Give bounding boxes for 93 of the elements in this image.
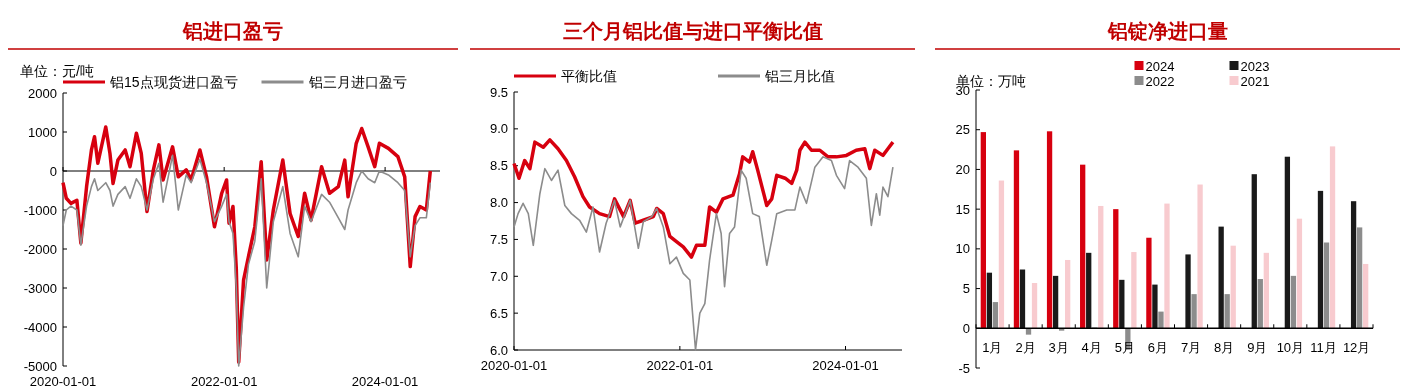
bar xyxy=(1224,294,1230,329)
y-tick-label: -4000 xyxy=(23,319,57,335)
bar xyxy=(1113,209,1119,329)
bar xyxy=(986,272,993,329)
legend-label: 2024 xyxy=(1145,58,1175,74)
x-tick-label: 6月 xyxy=(1147,340,1169,356)
x-tick-label: 2020-01-01 xyxy=(29,374,97,389)
y-tick-label: 0 xyxy=(49,163,57,179)
x-tick-label: 2022-01-01 xyxy=(646,358,714,373)
bar xyxy=(998,180,1005,329)
bar xyxy=(1119,279,1125,329)
bar xyxy=(1218,226,1224,329)
legend-label: 平衡比值 xyxy=(561,67,617,84)
y-tick-label: 20 xyxy=(955,161,970,177)
bar xyxy=(1046,131,1053,329)
bar xyxy=(1257,279,1263,329)
x-tick-label: 5月 xyxy=(1114,340,1135,356)
bar xyxy=(1350,201,1357,329)
x-tick-label: 2024-01-01 xyxy=(812,358,879,373)
x-tick-label: 12月 xyxy=(1342,340,1371,356)
y-tick-label: -5 xyxy=(958,360,970,376)
legend-label: 铝三月进口盈亏 xyxy=(307,73,407,90)
y-tick-label: 9.0 xyxy=(489,121,508,137)
x-tick-label: 9月 xyxy=(1247,340,1268,356)
bar xyxy=(1191,294,1197,329)
x-tick-label: 2022-01-01 xyxy=(190,374,258,389)
x-tick-label: 3月 xyxy=(1048,340,1069,356)
legend-label: 铝15点现货进口盈亏 xyxy=(109,73,238,90)
line-series xyxy=(513,156,894,351)
y-tick-label: 8.0 xyxy=(489,195,508,211)
bar xyxy=(1146,237,1152,329)
x-tick-label: 4月 xyxy=(1081,340,1102,356)
x-tick-label: 8月 xyxy=(1214,340,1235,356)
y-tick-label: 7.5 xyxy=(489,231,508,247)
y-tick-label: -2000 xyxy=(23,241,57,257)
y-tick-label: -3000 xyxy=(23,280,57,296)
bar xyxy=(1052,275,1059,329)
legend-label: 2022 xyxy=(1145,73,1175,89)
line-series xyxy=(512,138,895,259)
y-tick-label: 9.5 xyxy=(489,84,508,100)
bar xyxy=(1013,150,1020,329)
bar xyxy=(1197,184,1203,329)
y-tick-label: 6.5 xyxy=(489,305,508,321)
bar xyxy=(1230,245,1236,329)
y-tick-label: 5 xyxy=(962,281,970,297)
bar xyxy=(1329,146,1336,329)
x-tick-label: 2024-01-01 xyxy=(351,374,419,389)
text: 单位：元/吨 xyxy=(20,63,94,79)
y-tick-label: 10 xyxy=(955,241,970,257)
bar xyxy=(1086,252,1092,329)
bar xyxy=(1185,254,1191,329)
x-tick-label: 10月 xyxy=(1276,340,1305,356)
chart-title: 三个月铝比值与进口平衡比值 xyxy=(562,20,823,42)
bar xyxy=(1290,275,1297,329)
x-tick-label: 1月 xyxy=(982,340,1003,356)
bar xyxy=(1284,156,1291,329)
chart-title: 铝锭净进口量 xyxy=(1106,20,1228,42)
bar xyxy=(980,132,986,329)
y-tick-label: -1000 xyxy=(23,202,57,218)
bar xyxy=(1263,252,1269,329)
x-tick-label: 11月 xyxy=(1310,340,1337,356)
bar xyxy=(1152,284,1158,329)
bar xyxy=(1080,164,1086,329)
y-tick-label: -5000 xyxy=(23,358,57,374)
x-tick-label: 2月 xyxy=(1015,340,1036,356)
legend-label: 铝三月比值 xyxy=(764,67,835,84)
bar xyxy=(1158,311,1164,329)
bar xyxy=(1296,218,1303,329)
bar xyxy=(1031,283,1038,329)
bar xyxy=(1251,174,1257,329)
bar xyxy=(992,302,999,329)
bar xyxy=(1131,252,1137,329)
y-tick-label: 1000 xyxy=(28,124,57,140)
bar xyxy=(1317,190,1324,329)
legend-label: 2021 xyxy=(1240,73,1270,89)
bar xyxy=(1065,259,1071,329)
bar xyxy=(1363,263,1369,329)
y-tick-label: 2000 xyxy=(28,85,57,101)
x-tick-label: 2020-01-01 xyxy=(480,358,548,373)
y-tick-label: 0 xyxy=(962,320,970,336)
y-tick-label: 7.0 xyxy=(489,268,508,284)
y-tick-label: 8.5 xyxy=(489,158,508,174)
legend-label: 2023 xyxy=(1240,58,1270,74)
bar xyxy=(1323,242,1330,329)
chart-title: 铝进口盈亏 xyxy=(182,20,283,42)
y-tick-label: 25 xyxy=(955,122,970,138)
bar xyxy=(1164,203,1170,329)
bar xyxy=(1019,269,1026,329)
y-tick-label: 6.0 xyxy=(489,342,508,358)
x-tick-label: 7月 xyxy=(1180,340,1202,356)
y-tick-label: 15 xyxy=(955,201,970,217)
bar xyxy=(1356,227,1363,329)
bar xyxy=(1098,205,1104,329)
